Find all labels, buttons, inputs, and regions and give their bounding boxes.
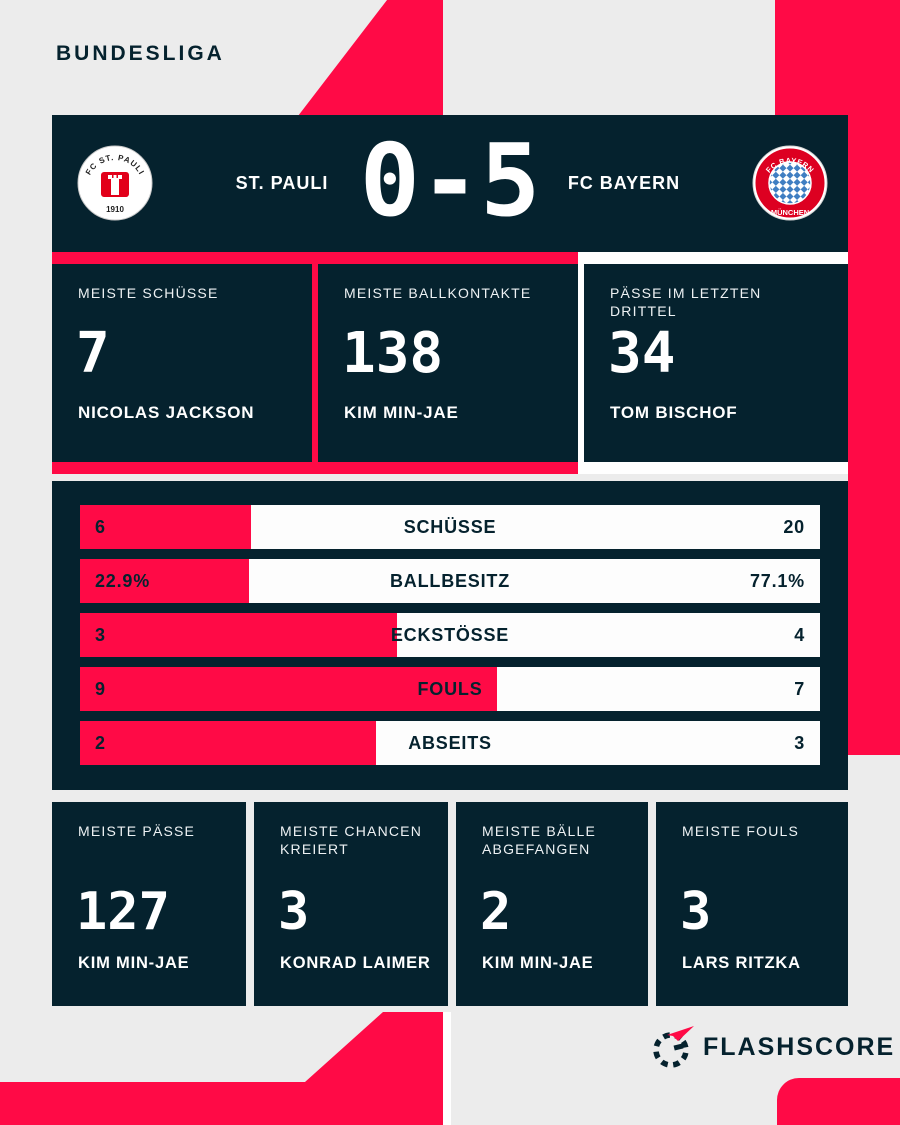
stat-category: SCHÜSSE (403, 517, 497, 537)
stat-bar-shots: 6 SCHÜSSE 20 (80, 505, 820, 549)
stat-value: 3 (278, 882, 310, 942)
match-stats-panel: 6 SCHÜSSE 20 22.9% BALLBESITZ 77.1% 3 EC… (52, 481, 848, 790)
flashscore-wordmark: FLASHSCORE (703, 1033, 896, 1061)
stat-bar-fouls: 9 FOULS 7 (80, 667, 820, 711)
away-value: 3 (794, 733, 805, 753)
stat-bar-corners: 3 ECKSTÖSSE 4 (80, 613, 820, 657)
top-stat-card-most-shots: MEISTE SCHÜSSE 7 NICOLAS JACKSON (52, 264, 312, 462)
deco-red-ribbon-bottom-left (0, 1012, 443, 1125)
stat-value: 138 (342, 321, 444, 386)
stat-category: FOULS (417, 679, 483, 699)
home-bar-fill (80, 559, 250, 603)
stat-player: KIM MIN-JAE (344, 403, 459, 422)
bottom-stat-card-interceptions: MEISTE BÄLLE ABGEFANGEN 2 KIM MIN-JAE (456, 802, 648, 1006)
svg-text:MÜNCHEN: MÜNCHEN (771, 208, 809, 217)
away-team-name: FC BAYERN (567, 173, 681, 193)
home-bar-fill (80, 505, 251, 549)
home-team-name: ST. PAULI (235, 173, 329, 193)
stat-player: NICOLAS JACKSON (78, 403, 255, 422)
match-score: 0-5 (359, 122, 541, 239)
deco-red-band-right (848, 0, 900, 755)
stat-category: ABSEITS (408, 733, 492, 753)
top-stat-card-final-third-passes: PÄSSE IM LETZTEN DRITTEL 34 TOM BISCHOF (584, 264, 848, 462)
away-value: 4 (794, 625, 805, 645)
stat-label: MEISTE BÄLLE ABGEFANGEN (482, 823, 596, 858)
stat-bar-offsides: 2 ABSEITS 3 (80, 721, 820, 765)
top-stat-card-most-touches: MEISTE BALLKONTAKTE 138 KIM MIN-JAE (318, 264, 578, 462)
stat-label: PÄSSE IM LETZTEN DRITTEL (610, 285, 762, 320)
stat-value: 127 (76, 882, 170, 942)
home-value: 3 (95, 625, 106, 645)
deco-red-card-bottom-right (777, 1078, 900, 1125)
away-value: 20 (783, 517, 805, 537)
home-bar-fill (80, 721, 376, 765)
svg-text:1910: 1910 (106, 205, 124, 214)
deco-white-strip (443, 1012, 451, 1125)
score-header: FC ST. PAULI 1910 ST. PAULI 0-5 FC BAYER… (52, 115, 848, 252)
stat-label: MEISTE SCHÜSSE (78, 285, 219, 301)
stat-label: MEISTE CHANCEN KREIERT (280, 823, 423, 858)
stat-value: 3 (680, 882, 712, 942)
bottom-stat-card-chances-created: MEISTE CHANCEN KREIERT 3 KONRAD LAIMER (254, 802, 448, 1006)
stat-bar-possession: 22.9% BALLBESITZ 77.1% (80, 559, 820, 603)
stat-player: LARS RITZKA (682, 954, 801, 972)
league-title: BUNDESLIGA (56, 42, 225, 65)
home-bar-fill (80, 667, 497, 711)
stat-category: BALLBESITZ (390, 571, 510, 591)
st-pauli-logo-icon: FC ST. PAULI 1910 (77, 145, 153, 221)
stat-value: 2 (480, 882, 512, 942)
stat-value: 7 (76, 321, 110, 386)
stat-label: MEISTE FOULS (682, 823, 800, 839)
away-value: 77.1% (749, 571, 805, 591)
home-value: 2 (95, 733, 106, 753)
stat-player: TOM BISCHOF (610, 403, 738, 422)
home-value: 6 (95, 517, 106, 537)
bottom-stat-card-most-passes: MEISTE PÄSSE 127 KIM MIN-JAE (52, 802, 246, 1006)
stat-player: KONRAD LAIMER (280, 954, 431, 972)
bayern-logo-icon: FC BAYERN MÜNCHEN (752, 145, 828, 221)
stat-category: ECKSTÖSSE (390, 625, 510, 645)
stat-player: KIM MIN-JAE (78, 954, 190, 972)
stat-value: 34 (608, 321, 676, 386)
home-value: 9 (95, 679, 106, 699)
flashscore-logo-icon (653, 1026, 694, 1068)
deco-diagonal-triangle (298, 0, 443, 116)
stat-label: MEISTE PÄSSE (78, 823, 196, 839)
away-value: 7 (794, 679, 805, 699)
home-bar-fill (80, 613, 398, 657)
stat-label: MEISTE BALLKONTAKTE (344, 285, 532, 301)
bottom-stat-card-most-fouls: MEISTE FOULS 3 LARS RITZKA (656, 802, 848, 1006)
stat-player: KIM MIN-JAE (482, 954, 594, 972)
home-value: 22.9% (95, 571, 151, 591)
